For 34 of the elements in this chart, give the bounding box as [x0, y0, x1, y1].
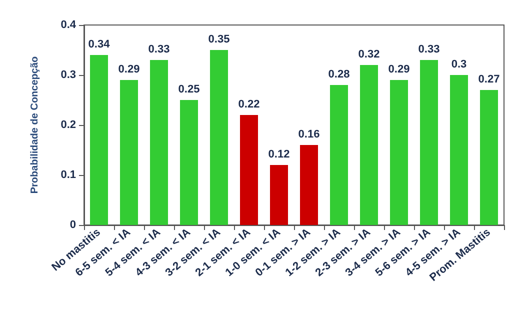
data-label: 0.33: [418, 44, 440, 56]
data-label: 0.34: [88, 38, 111, 50]
bar: [240, 115, 258, 225]
bar: [90, 55, 108, 225]
data-label: 0.16: [298, 128, 320, 140]
data-label: 0.35: [208, 34, 230, 46]
bar: [390, 80, 408, 225]
y-tick-label: 0.2: [60, 119, 76, 131]
y-tick-label: 0.3: [60, 69, 76, 81]
bar: [480, 90, 498, 225]
bar: [180, 100, 198, 225]
bar: [270, 165, 288, 225]
y-axis-title: Probabilidade de Concepção: [30, 56, 40, 194]
data-label: 0.25: [178, 84, 200, 96]
data-label: 0.22: [238, 98, 260, 110]
data-label: 0.29: [118, 64, 140, 76]
bar: [210, 50, 228, 225]
data-label: 0.3: [451, 58, 467, 70]
data-label: 0.32: [358, 48, 380, 60]
y-tick-label: 0: [70, 219, 76, 231]
bar: [300, 145, 318, 225]
y-tick-label: 0.1: [60, 169, 76, 181]
data-label: 0.33: [148, 44, 170, 56]
data-label: 0.27: [478, 74, 500, 86]
data-label: 0.12: [268, 148, 290, 160]
bar: [120, 80, 138, 225]
data-label: 0.29: [388, 64, 410, 76]
bar: [330, 85, 348, 225]
y-tick-label: 0.4: [60, 19, 77, 31]
bar: [420, 60, 438, 225]
bar: [360, 65, 378, 225]
bar: [150, 60, 168, 225]
data-label: 0.28: [328, 68, 350, 80]
bar: [450, 75, 468, 225]
